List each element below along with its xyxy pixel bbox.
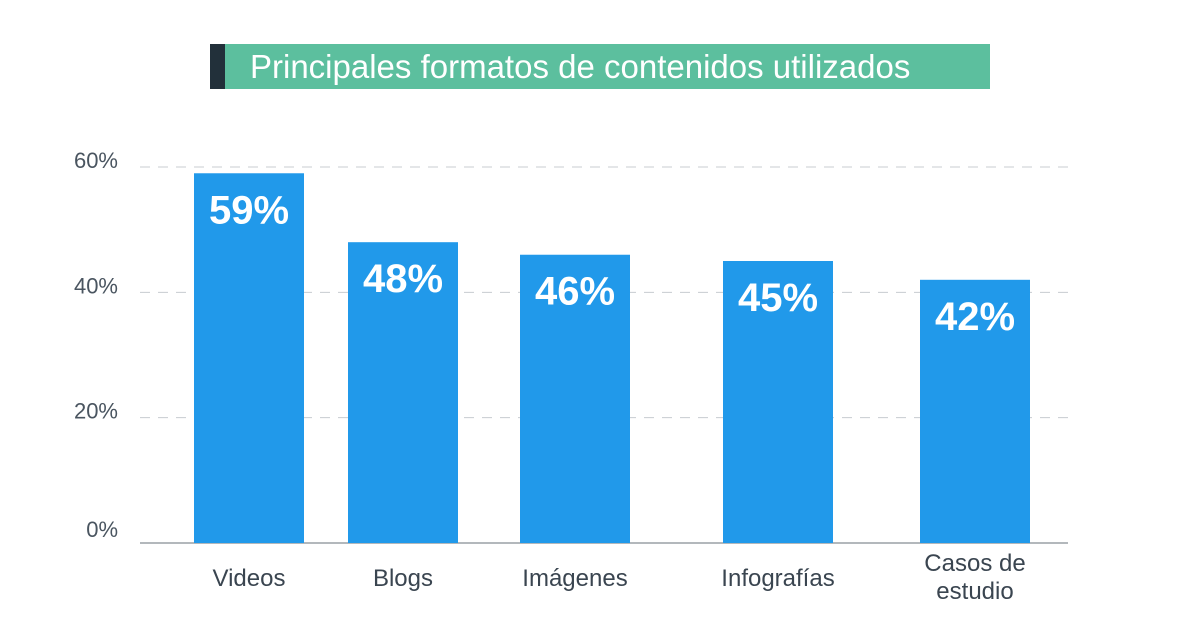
x-category-label: Videos bbox=[213, 565, 286, 592]
bar bbox=[520, 254, 630, 543]
title-accent-bar bbox=[210, 44, 225, 89]
title-banner: Principales formatos de contenidos utili… bbox=[210, 44, 990, 89]
y-tick-label: 60% bbox=[74, 148, 118, 173]
x-category-label: Blogs bbox=[373, 565, 433, 592]
bar bbox=[194, 173, 304, 543]
y-tick-label: 40% bbox=[74, 273, 118, 298]
bar bbox=[920, 279, 1030, 543]
x-category-label: Casos de bbox=[924, 550, 1025, 577]
y-tick-label: 0% bbox=[86, 517, 118, 542]
bar-data-label: 42% bbox=[935, 295, 1015, 339]
x-category-label: estudio bbox=[936, 578, 1013, 605]
x-category-label: Infografías bbox=[721, 565, 834, 592]
chart-title: Principales formatos de contenidos utili… bbox=[250, 48, 911, 85]
bar bbox=[723, 261, 833, 543]
bar bbox=[348, 242, 458, 543]
y-tick-label: 20% bbox=[74, 399, 118, 424]
x-category-label: Imágenes bbox=[522, 565, 627, 592]
bar-data-label: 45% bbox=[738, 276, 818, 320]
bar-data-label: 48% bbox=[363, 257, 443, 301]
bar-data-label: 46% bbox=[535, 270, 615, 314]
bar-data-label: 59% bbox=[209, 188, 289, 232]
